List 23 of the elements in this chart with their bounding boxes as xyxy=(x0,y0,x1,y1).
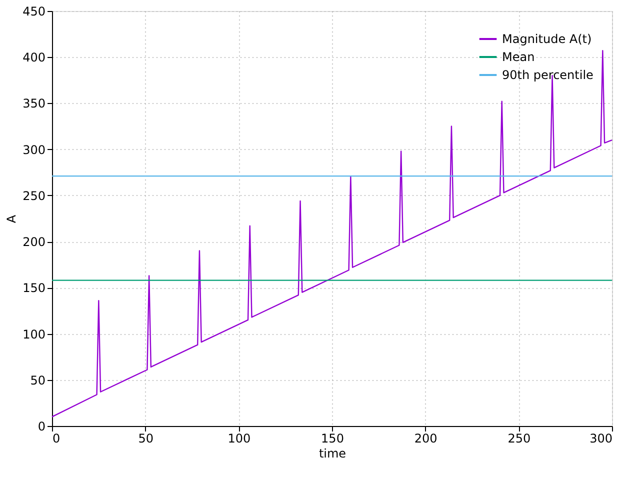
x-tick-label: 0 xyxy=(52,432,60,446)
y-tick-label: 400 xyxy=(22,50,46,65)
x-tick-label: 300 xyxy=(590,432,612,446)
y-tick-label: 0 xyxy=(38,420,46,434)
x-tick-label: 100 xyxy=(228,432,251,446)
legend-label: Mean xyxy=(502,50,535,64)
x-tick-label: 150 xyxy=(321,432,344,446)
line-series xyxy=(51,50,613,418)
y-tick-label: 150 xyxy=(22,281,46,296)
x-tick-label: 200 xyxy=(414,432,438,446)
legend-label: Magnitude A(t) xyxy=(502,32,592,46)
y-tick-label: 250 xyxy=(22,188,46,203)
y-tick-label: 50 xyxy=(30,373,46,388)
x-axis-title: time xyxy=(318,446,346,460)
y-tick-label: 200 xyxy=(22,235,46,250)
y-axis-title: A xyxy=(4,214,19,224)
y-tick-label: 300 xyxy=(22,142,46,157)
x-tick-label: 50 xyxy=(138,432,154,446)
y-tick-label: 350 xyxy=(22,96,46,111)
y-tick-label: 450 xyxy=(22,4,46,18)
legend-label: 90th percentile xyxy=(502,68,594,82)
x-tick-label: 250 xyxy=(508,432,531,446)
y-tick-label: 100 xyxy=(22,327,46,342)
